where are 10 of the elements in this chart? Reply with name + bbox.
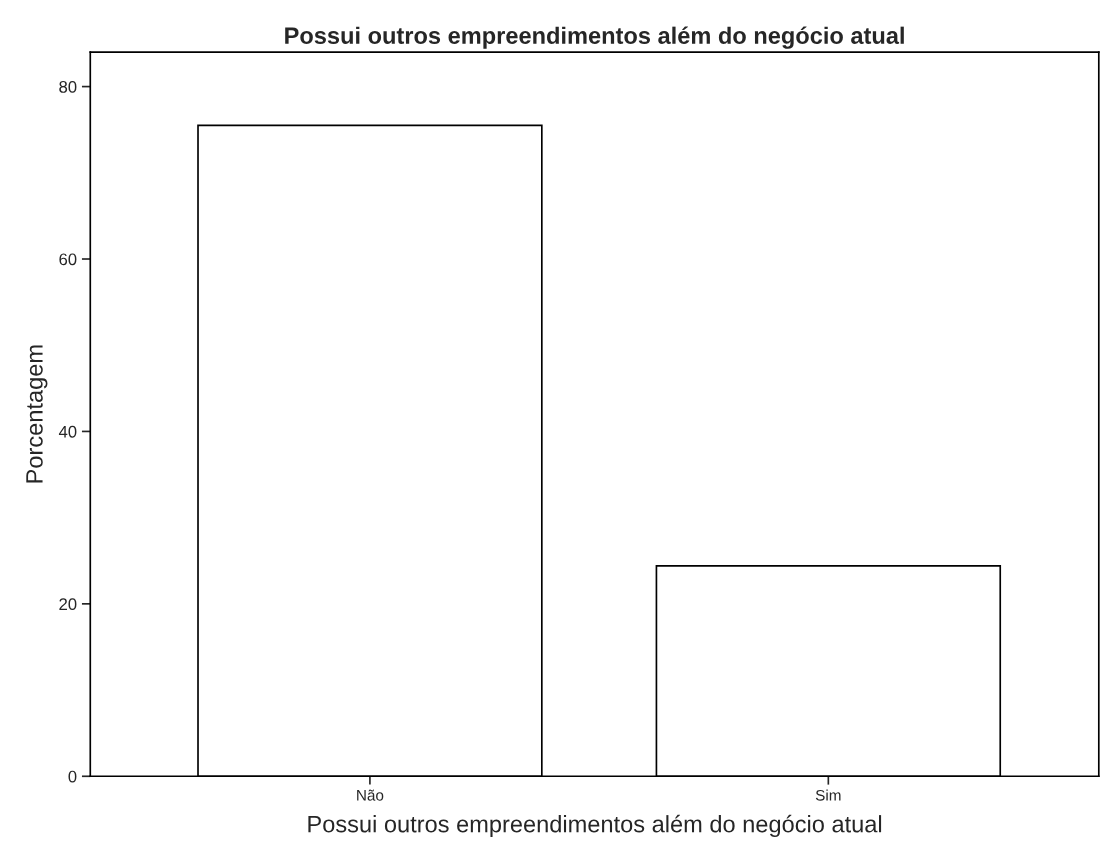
y-tick-label: 0 [68,770,77,783]
y-tick-label: 60 [59,253,77,266]
y-tick-label: 20 [59,598,77,611]
y-tick-label: 80 [59,80,77,93]
y-axis-title: Porcentagem [26,345,48,483]
chart-title: Possui outros empreendimentos além do negócio atual [285,26,904,49]
x-tick-label: Não [357,789,384,801]
y-tick-label: 40 [58,425,77,438]
x-axis-title: Possui outros empreendimentos além do negócio atual [308,814,882,838]
x-tick-label: Sim [815,789,841,801]
